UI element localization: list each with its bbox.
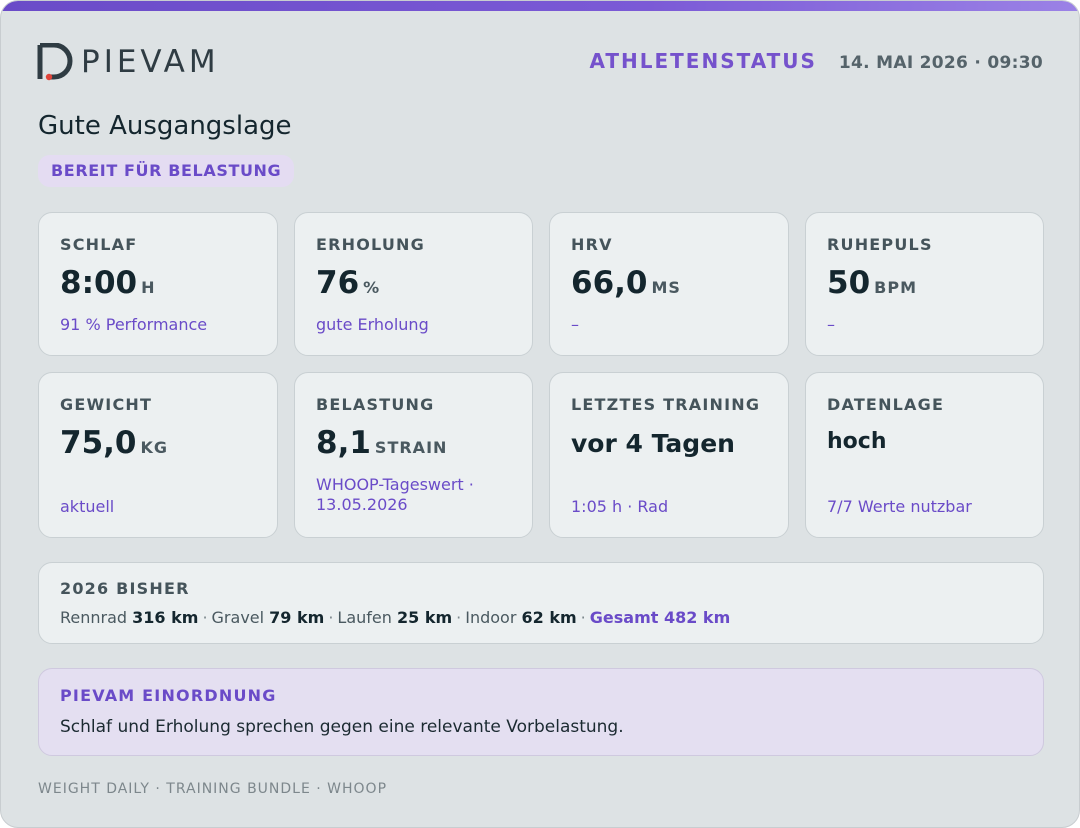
metric-tile-last-training: LETZTES TRAINING vor 4 Tagen 1:05 h · Ra… xyxy=(549,372,789,538)
header-status-label: ATHLETENSTATUS xyxy=(589,49,817,73)
metric-tile-resting-hr: RUHEPULS 50 BPM – xyxy=(805,212,1044,356)
metric-sub: 1:05 h · Rad xyxy=(571,497,669,516)
metric-tile-data-quality: DATENLAGE hoch 7/7 Werte nutzbar xyxy=(805,372,1044,538)
metric-unit: KG xyxy=(140,438,169,457)
ytd-breakdown: Rennrad 316 km · Gravel 79 km · Laufen 25 km… xyxy=(60,608,730,627)
metric-label: DATENLAGE xyxy=(827,395,945,414)
metric-label: GEWICHT xyxy=(60,395,153,414)
metric-sub: aktuell xyxy=(60,497,115,516)
ytd-separator: · xyxy=(456,608,462,627)
metric-label: LETZTES TRAINING xyxy=(571,395,761,414)
assessment-text: Schlaf und Erholung sprechen gegen eine … xyxy=(60,717,624,737)
metric-tile-weight: GEWICHT 75,0 KG aktuell xyxy=(38,372,278,538)
ytd-item-value: 316 km xyxy=(132,608,199,627)
assessment-label: PIEVAM EINORDNUNG xyxy=(60,686,277,705)
metric-value: 66,0 MS xyxy=(571,265,681,301)
ytd-item-value: 79 km xyxy=(269,608,325,627)
metric-label: RUHEPULS xyxy=(827,235,933,254)
ytd-separator: · xyxy=(328,608,334,627)
metric-label: SCHLAF xyxy=(60,235,138,254)
ytd-item-value: 62 km xyxy=(521,608,577,627)
data-sources-footer: WEIGHT DAILY · TRAINING BUNDLE · WHOOP xyxy=(38,781,388,797)
ytd-item-value: 25 km xyxy=(397,608,453,627)
metric-value: 50 BPM xyxy=(827,265,917,301)
metric-tile-strain: BELASTUNG 8,1 STRAIN WHOOP-Tageswert · 13… xyxy=(294,372,533,538)
metric-sub: WHOOP-Tageswert · 13.05.2026 xyxy=(316,475,474,514)
metric-value: 76% xyxy=(316,265,381,301)
assessment-panel: PIEVAM EINORDNUNG Schlaf und Erholung sp… xyxy=(38,668,1044,756)
metric-unit: MS xyxy=(651,278,681,297)
ytd-total: Gesamt 482 km xyxy=(589,608,731,627)
metric-unit: BPM xyxy=(874,278,917,297)
metric-label: HRV xyxy=(571,235,613,254)
summary-title: Gute Ausgangslage xyxy=(38,111,292,141)
logo-wordmark: PIEVAM xyxy=(81,44,220,80)
metric-sub: 91 % Performance xyxy=(60,315,208,334)
metric-value: hoch xyxy=(827,429,887,454)
metric-sub: gute Erholung xyxy=(316,315,429,334)
metric-tile-sleep: SCHLAF 8:00 H 91 % Performance xyxy=(38,212,278,356)
ytd-label: 2026 BISHER xyxy=(60,579,190,598)
ytd-item-name: Gravel xyxy=(211,608,265,627)
ytd-item-name: Indoor xyxy=(465,608,517,627)
metric-value: 75,0 KG xyxy=(60,425,169,461)
metric-unit: STRAIN xyxy=(374,438,448,457)
metric-value: vor 4 Tagen xyxy=(571,429,735,458)
accent-top-bar xyxy=(1,1,1079,11)
metric-tile-recovery: ERHOLUNG 76% gute Erholung xyxy=(294,212,533,356)
metric-unit: % xyxy=(363,278,381,297)
header-right: ATHLETENSTATUS 14. MAI 2026 · 09:30 xyxy=(589,49,1043,73)
header-datetime: 14. MAI 2026 · 09:30 xyxy=(838,53,1043,73)
ytd-separator: · xyxy=(202,608,208,627)
metric-unit: H xyxy=(141,278,156,297)
pievam-logo-mark-icon xyxy=(37,43,73,81)
metric-label: BELASTUNG xyxy=(316,395,435,414)
readiness-badge: BEREIT FÜR BELASTUNG xyxy=(38,155,295,187)
ytd-separator: · xyxy=(580,608,586,627)
metric-label: ERHOLUNG xyxy=(316,235,425,254)
year-to-date-panel: 2026 BISHER Rennrad 316 km · Gravel 79 km ·… xyxy=(38,562,1044,644)
metric-tile-hrv: HRV 66,0 MS – xyxy=(549,212,789,356)
metric-sub: – xyxy=(571,315,579,334)
metric-sub: 7/7 Werte nutzbar xyxy=(827,497,972,516)
ytd-item-name: Laufen xyxy=(337,608,392,627)
pievam-logo: PIEVAM xyxy=(37,43,220,81)
metric-value: 8,1 STRAIN xyxy=(316,425,448,461)
ytd-item-name: Rennrad xyxy=(60,608,128,627)
metric-value: 8:00 H xyxy=(60,265,156,301)
metric-sub: – xyxy=(827,315,835,334)
